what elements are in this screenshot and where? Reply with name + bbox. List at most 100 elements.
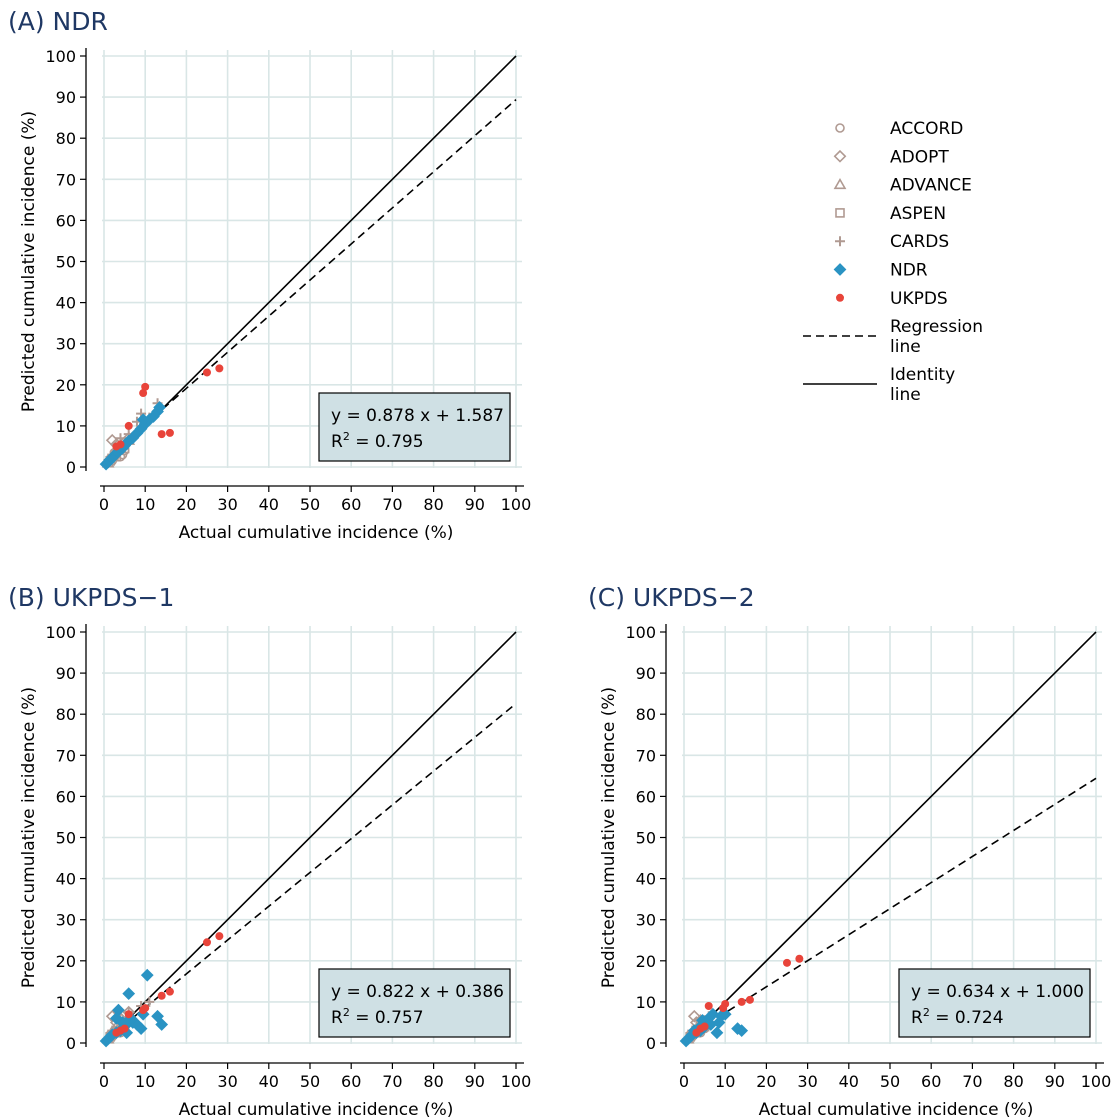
y-axis-label: Predicted cumulative incidence (%) (599, 687, 619, 988)
series-ndr (99, 968, 169, 1048)
data-point (215, 932, 224, 941)
y-tick-label: 70 (56, 170, 76, 189)
y-tick-label: 90 (636, 664, 656, 683)
data-point (134, 1022, 148, 1035)
x-tick-label: 60 (341, 1072, 361, 1091)
x-tick-label: 90 (1045, 1072, 1065, 1091)
y-tick-label: 0 (66, 458, 76, 477)
y-tick-label: 20 (56, 952, 76, 971)
legend-regression-label: Regression (890, 317, 983, 337)
legend-identity-label: Identity (890, 365, 955, 385)
y-axis-label: Predicted cumulative incidence (%) (19, 687, 39, 988)
x-tick-label: 40 (259, 1072, 279, 1091)
legend-regression-label: line (890, 337, 921, 357)
x-tick-label: 0 (679, 1072, 689, 1091)
panel-a: (A) NDR 0 10 20 30 40 50 60 70 80 90 100 0 10 20 30 40 50… (8, 7, 531, 543)
data-point (144, 996, 155, 1007)
data-point (122, 987, 136, 1001)
x-tick-label: 70 (382, 495, 402, 514)
data-point (721, 999, 730, 1008)
y-tick-label: 50 (636, 829, 656, 848)
x-tick-label: 80 (423, 1072, 443, 1091)
data-point (136, 413, 150, 427)
data-point (704, 1002, 713, 1011)
y-tick-label: 80 (56, 705, 76, 724)
legend-identity-label: line (890, 385, 921, 405)
x-tick-label: 90 (465, 495, 485, 514)
r-squared: R2 = 0.757 (331, 1006, 424, 1028)
y-tick-label: 10 (56, 993, 76, 1012)
x-axis-label: Actual cumulative incidence (%) (179, 1100, 454, 1118)
y-tick-label: 80 (56, 129, 76, 148)
legend-label-advance: ADVANCE (890, 176, 972, 196)
y-tick-label: 20 (56, 376, 76, 395)
y-axis-label: Predicted cumulative incidence (%) (19, 111, 39, 412)
data-point (140, 968, 154, 982)
x-tick-label: 90 (465, 1072, 485, 1091)
data-point (124, 421, 133, 430)
x-tick-label: 0 (99, 495, 109, 514)
data-point (795, 954, 804, 963)
data-point (700, 1022, 709, 1031)
x-tick-label: 30 (217, 1072, 237, 1091)
legend-marker-aspen (835, 208, 845, 218)
data-point (710, 1026, 724, 1040)
y-tick-label: 10 (56, 417, 76, 436)
x-tick-label: 70 (382, 1072, 402, 1091)
data-point (141, 382, 150, 391)
y-tick-label: 60 (636, 787, 656, 806)
data-point (203, 368, 211, 377)
x-tick-label: 50 (300, 495, 320, 514)
y-tick-label: 30 (56, 335, 76, 354)
y-tick-label: 60 (56, 211, 76, 230)
x-tick-label: 40 (839, 1072, 859, 1091)
x-tick-label: 100 (1081, 1072, 1112, 1091)
data-point (157, 430, 166, 439)
data-point (155, 1018, 169, 1031)
legend-marker-cards (835, 236, 845, 247)
regression-equation: y = 0.878 x + 1.587 (331, 406, 504, 426)
y-tick-label: 30 (636, 911, 656, 930)
legend-marker-ndr (833, 263, 847, 276)
y-tick-label: 10 (636, 993, 656, 1012)
y-tick-label: 70 (636, 746, 656, 765)
regression-line (103, 702, 517, 1043)
data-point (687, 1009, 701, 1023)
r-squared: R2 = 0.795 (331, 430, 424, 452)
data-point (203, 938, 211, 947)
legend-label-aspen: ASPEN (890, 204, 946, 224)
y-tick-label: 20 (636, 952, 656, 971)
identity-line (103, 55, 517, 468)
panel-title: (A) NDR (8, 7, 108, 36)
y-tick-label: 80 (636, 705, 656, 724)
data-point (153, 401, 167, 414)
y-tick-label: 90 (56, 88, 76, 107)
data-point (120, 1024, 129, 1033)
x-tick-label: 30 (217, 495, 237, 514)
x-tick-label: 100 (501, 1072, 532, 1091)
x-tick-label: 30 (797, 1072, 817, 1091)
data-point (783, 958, 791, 967)
legend-marker-ukpds (836, 293, 844, 302)
y-tick-label: 100 (45, 623, 76, 642)
panel-title: (C) UKPDS−2 (588, 583, 755, 612)
y-tick-label: 40 (56, 870, 76, 889)
y-tick-label: 70 (56, 746, 76, 765)
data-point (141, 1004, 150, 1013)
series-ukpds (692, 954, 804, 1037)
data-point (215, 364, 224, 373)
legend-marker-advance (833, 177, 847, 190)
x-axis-label: Actual cumulative incidence (%) (759, 1100, 1034, 1118)
x-tick-label: 10 (715, 1072, 735, 1091)
legend-marker-adopt (833, 149, 847, 163)
y-tick-label: 40 (56, 294, 76, 313)
r-squared: R2 = 0.724 (911, 1006, 1004, 1028)
legend-label-ukpds: UKPDS (890, 289, 948, 309)
panel-b: (B) UKPDS−1 0 10 20 30 40 50 60 70 80 90 100 0 10 20 30… (8, 583, 531, 1118)
legend-label-ndr: NDR (890, 261, 928, 281)
y-tick-label: 100 (45, 47, 76, 66)
regression-line (683, 777, 1097, 1040)
data-point (745, 995, 754, 1004)
x-tick-label: 50 (880, 1072, 900, 1091)
